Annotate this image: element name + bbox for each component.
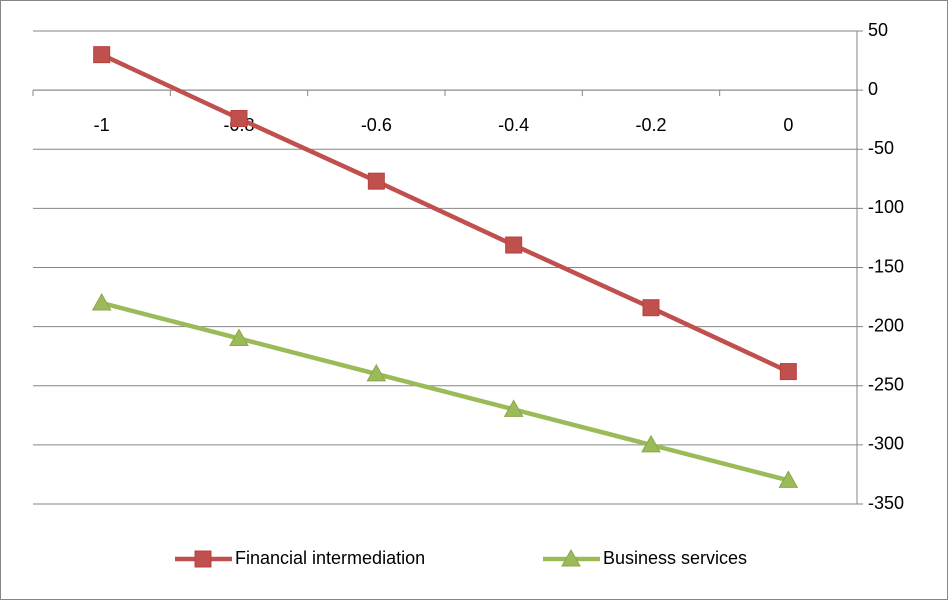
y-tick-label: -350	[868, 493, 904, 513]
marker	[93, 46, 111, 64]
marker	[503, 399, 524, 417]
x-tick-label: -0.4	[498, 115, 529, 135]
marker	[642, 299, 660, 317]
x-tick-label: 0	[783, 115, 793, 135]
marker	[641, 434, 661, 453]
marker	[778, 470, 799, 488]
y-tick-label: -150	[868, 256, 904, 276]
marker	[366, 363, 387, 382]
x-tick-label: -1	[94, 115, 110, 135]
y-tick-label: -50	[868, 138, 894, 158]
x-tick-label: -0.6	[361, 115, 392, 135]
y-tick-label: -250	[868, 375, 904, 395]
marker	[230, 110, 248, 128]
series-line	[101, 300, 789, 483]
legend-label: Financial intermediation	[235, 548, 425, 568]
y-tick-label: 0	[868, 79, 878, 99]
y-tick-label: -300	[868, 434, 904, 454]
x-tick-label: -0.2	[635, 115, 666, 135]
legend-label: Business services	[603, 548, 747, 568]
marker	[91, 292, 112, 311]
series-line	[100, 52, 790, 374]
y-tick-label: -100	[868, 197, 904, 217]
marker	[229, 328, 249, 346]
marker	[779, 363, 797, 381]
marker	[194, 550, 212, 568]
marker	[561, 548, 581, 567]
y-tick-label: -200	[868, 315, 904, 335]
y-tick-label: 50	[868, 20, 888, 40]
marker	[367, 172, 385, 190]
marker	[505, 236, 523, 254]
